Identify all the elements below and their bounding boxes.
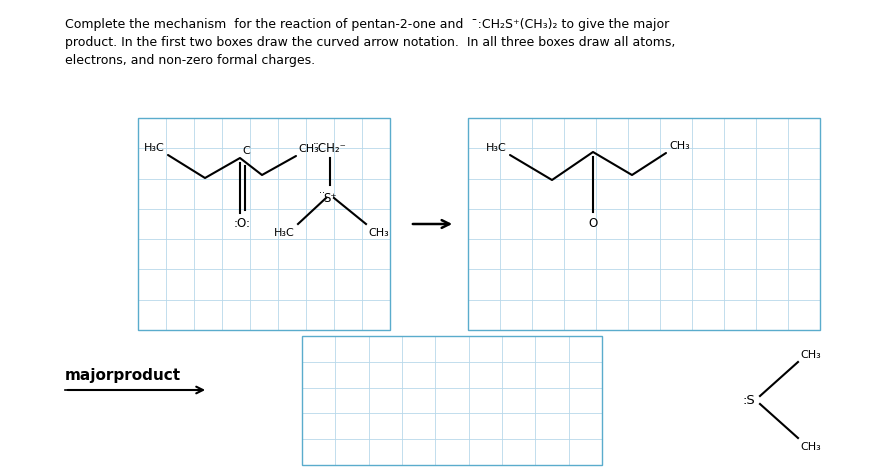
Text: product. In the first two boxes draw the curved arrow notation.  In all three bo: product. In the first two boxes draw the… bbox=[65, 36, 675, 49]
Text: CH₃: CH₃ bbox=[800, 350, 820, 360]
Text: CH₃: CH₃ bbox=[800, 442, 820, 452]
Text: Complete the mechanism  for the reaction of pentan-2-one and  ¯:CH₂S⁺(CH₃)₂ to g: Complete the mechanism for the reaction … bbox=[65, 18, 669, 31]
Text: :S: :S bbox=[743, 394, 755, 406]
Bar bbox=[302, 336, 602, 465]
Text: O: O bbox=[589, 217, 598, 230]
Text: electrons, and non-zero formal charges.: electrons, and non-zero formal charges. bbox=[65, 54, 315, 67]
Text: ¨CH₂⁻: ¨CH₂⁻ bbox=[313, 142, 347, 155]
Text: CH₃: CH₃ bbox=[368, 228, 389, 238]
Text: H₃C: H₃C bbox=[486, 143, 507, 153]
Text: C: C bbox=[242, 146, 250, 156]
Text: H₃C: H₃C bbox=[274, 228, 295, 238]
Bar bbox=[468, 118, 820, 330]
Text: H₃C: H₃C bbox=[144, 143, 165, 153]
Text: CH₃: CH₃ bbox=[298, 144, 319, 154]
Text: CH₃: CH₃ bbox=[669, 141, 690, 151]
Text: S⁺: S⁺ bbox=[324, 192, 337, 205]
Bar bbox=[138, 118, 390, 330]
Text: majorproduct: majorproduct bbox=[65, 368, 181, 383]
Text: ··: ·· bbox=[319, 188, 325, 198]
Text: :O:: :O: bbox=[233, 217, 250, 230]
